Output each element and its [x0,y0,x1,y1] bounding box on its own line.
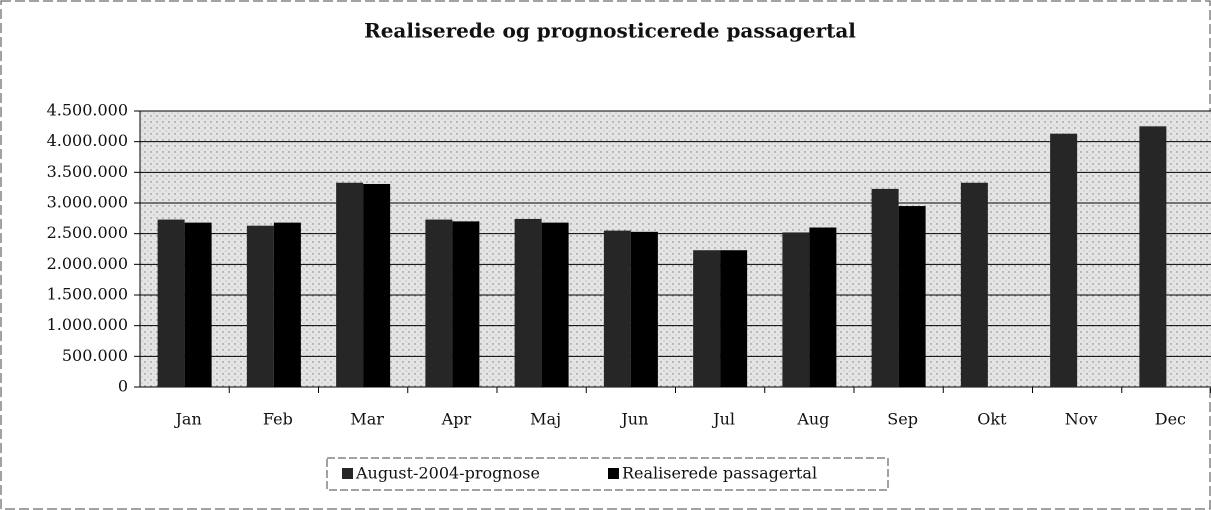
y-tick-label: 1.500.000 [47,285,128,304]
bar [273,222,301,387]
bar [157,219,185,387]
bar [514,218,542,387]
x-tick-label: Dec [1155,410,1186,429]
bar [603,230,631,387]
bar [693,250,721,387]
legend-box [326,457,889,491]
bar [898,206,926,387]
bar [871,188,899,387]
bar [782,232,810,387]
bar [1050,133,1078,387]
x-tick-label: Feb [263,410,293,429]
legend-swatch [342,468,353,479]
x-tick-label: Sep [887,410,918,429]
y-tick-label: 3.000.000 [47,193,128,212]
y-tick-label: 0 [118,377,128,396]
bar [541,222,569,387]
bar [720,250,748,387]
x-tick-label: Mar [350,410,384,429]
y-tick-label: 500.000 [62,346,128,365]
y-tick-label: 2.000.000 [47,254,128,273]
x-tick-label: Maj [530,410,561,429]
bar [630,231,658,387]
legend-label: Realiserede passagertal [622,464,817,483]
x-tick-label: Aug [796,410,829,429]
y-tick-label: 1.000.000 [47,315,128,334]
plot-area [140,111,1211,387]
x-tick-label: Apr [441,410,472,429]
x-tick-label: Jan [173,410,201,429]
bar [246,225,274,387]
x-tick-label: Nov [1065,410,1098,429]
x-tick-label: Jun [619,410,648,429]
bar [363,183,391,387]
bar [809,227,837,387]
y-tick-label: 4.500.000 [47,101,128,120]
bar [960,182,988,387]
bar [452,221,480,387]
bar [425,219,453,387]
y-tick-label: 2.500.000 [47,223,128,242]
y-tick-label: 3.500.000 [47,162,128,181]
bar [336,182,364,387]
bar [184,222,212,387]
legend-label: August-2004-prognose [355,464,540,483]
bar [1139,126,1167,387]
y-tick-label: 4.000.000 [47,131,128,150]
legend-swatch [608,468,619,479]
chart-title: Realiserede og prognosticerede passagert… [364,19,856,43]
x-tick-label: Okt [977,410,1007,429]
x-tick-label: Jul [711,410,735,429]
